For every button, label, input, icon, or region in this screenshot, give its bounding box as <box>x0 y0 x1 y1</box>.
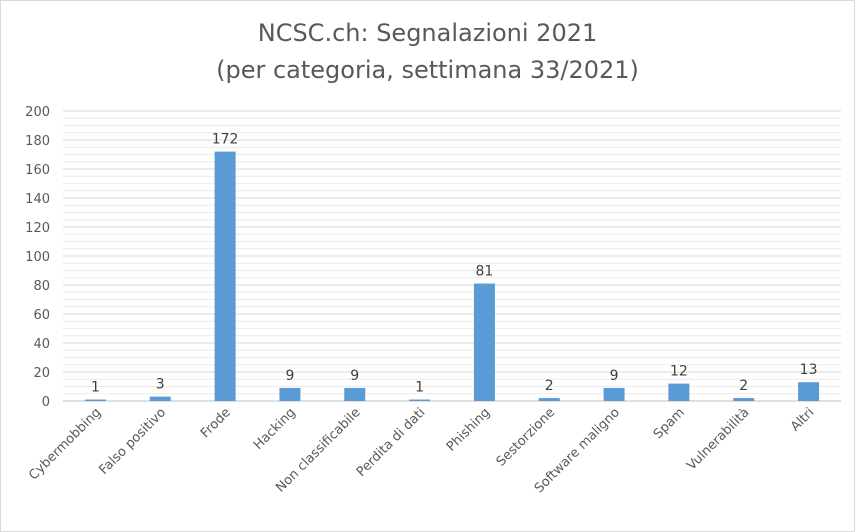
x-tick-label: Falso positivo <box>96 405 169 478</box>
data-label: 81 <box>476 264 494 280</box>
bar <box>409 399 431 401</box>
bar <box>538 398 560 401</box>
y-tick-label: 100 <box>25 250 50 265</box>
x-tick-label: Spam <box>651 405 688 442</box>
x-tick-label: Cybermobbing <box>26 405 104 483</box>
y-tick-label: 0 <box>42 395 50 410</box>
data-label: 3 <box>156 377 165 393</box>
bar <box>84 399 106 401</box>
y-tick-label: 160 <box>25 163 50 178</box>
y-tick-label: 40 <box>33 337 50 352</box>
y-tick-label: 180 <box>25 134 50 149</box>
bar <box>149 396 171 401</box>
x-tick-label: Vulnerabilità <box>684 405 752 473</box>
data-label: 9 <box>350 368 359 384</box>
data-label: 9 <box>285 368 294 384</box>
bar <box>344 387 366 401</box>
bar <box>668 383 690 401</box>
y-tick-label: 140 <box>25 192 50 207</box>
data-label: 2 <box>545 378 554 394</box>
x-tick-label: Hacking <box>251 405 299 453</box>
bar <box>214 151 236 401</box>
y-tick-label: 200 <box>25 105 50 120</box>
bar <box>473 283 495 401</box>
data-label: 172 <box>212 132 239 148</box>
bar <box>279 387 301 401</box>
x-tick-label: Altri <box>788 405 817 434</box>
data-label: 13 <box>800 362 818 378</box>
data-label: 2 <box>739 378 748 394</box>
x-tick-label: Perdita di dati <box>354 405 429 480</box>
y-tick-label: 60 <box>33 308 50 323</box>
x-tick-label: Frode <box>198 405 234 441</box>
data-label: 9 <box>610 368 619 384</box>
chart-title: NCSC.ch: Segnalazioni 2021 <box>257 19 598 47</box>
data-label: 1 <box>91 380 100 396</box>
data-label: 1 <box>415 380 424 396</box>
bar <box>733 398 755 401</box>
chart-subtitle: (per categoria, settimana 33/2021) <box>216 56 639 84</box>
x-tick-label: Sestorzione <box>494 405 558 469</box>
bar <box>798 382 820 401</box>
y-tick-label: 120 <box>25 221 50 236</box>
x-tick-label: Phishing <box>444 405 493 454</box>
data-label: 12 <box>670 364 688 380</box>
y-tick-label: 20 <box>33 366 50 381</box>
bar <box>603 387 625 401</box>
y-tick-label: 80 <box>33 279 50 294</box>
